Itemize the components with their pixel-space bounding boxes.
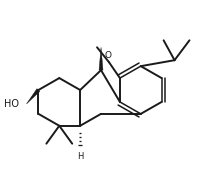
Text: H: H xyxy=(77,152,83,161)
Polygon shape xyxy=(99,47,103,70)
Text: HO: HO xyxy=(4,99,19,109)
Polygon shape xyxy=(27,89,40,104)
Text: O: O xyxy=(104,51,111,60)
